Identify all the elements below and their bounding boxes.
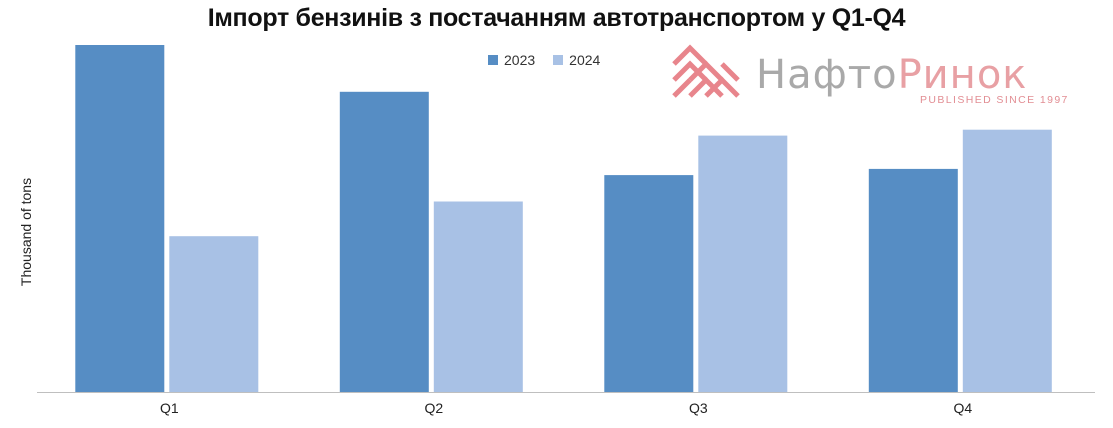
x-tick-label-q4: Q4 [953, 400, 972, 416]
bar-q4-2023 [868, 168, 958, 392]
legend-label-2023: 2023 [504, 52, 536, 68]
nafto-rynok-watermark: НафтоРинок PUBLISHED SINCE 1997 [668, 42, 1068, 112]
watermark-name-part1: Нафто [756, 52, 898, 98]
legend-item-2023: 2023 [488, 52, 535, 68]
legend-label-2024: 2024 [569, 52, 601, 68]
bar-q1-2024 [169, 236, 259, 392]
bar-q4-2024 [962, 129, 1052, 392]
bar-q3-2024 [698, 135, 788, 392]
legend-swatch-2024 [553, 55, 564, 65]
bar-q2-2023 [339, 91, 429, 393]
watermark-tagline: PUBLISHED SINCE 1997 [920, 94, 1069, 106]
chart-legend: 2023 2024 [488, 52, 600, 68]
bar-q3-2023 [604, 175, 694, 392]
watermark-name-part2: Ринок [897, 52, 1028, 98]
chart-title: Імпорт бензинів з постачанням автотрансп… [207, 4, 906, 32]
bar-q1-2023 [75, 45, 165, 392]
x-tick-label-q1: Q1 [160, 400, 179, 416]
x-tick-label-q3: Q3 [689, 400, 708, 416]
legend-swatch-2023 [488, 55, 498, 65]
legend-item-2024: 2024 [553, 52, 600, 68]
bar-q2-2024 [433, 201, 523, 392]
x-tick-label-q2: Q2 [424, 400, 443, 416]
watermark-name: НафтоРинок [756, 52, 1027, 98]
watermark-logo-icon [672, 44, 740, 98]
